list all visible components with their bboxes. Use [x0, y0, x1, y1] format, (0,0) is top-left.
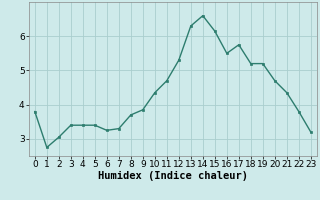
X-axis label: Humidex (Indice chaleur): Humidex (Indice chaleur): [98, 171, 248, 181]
